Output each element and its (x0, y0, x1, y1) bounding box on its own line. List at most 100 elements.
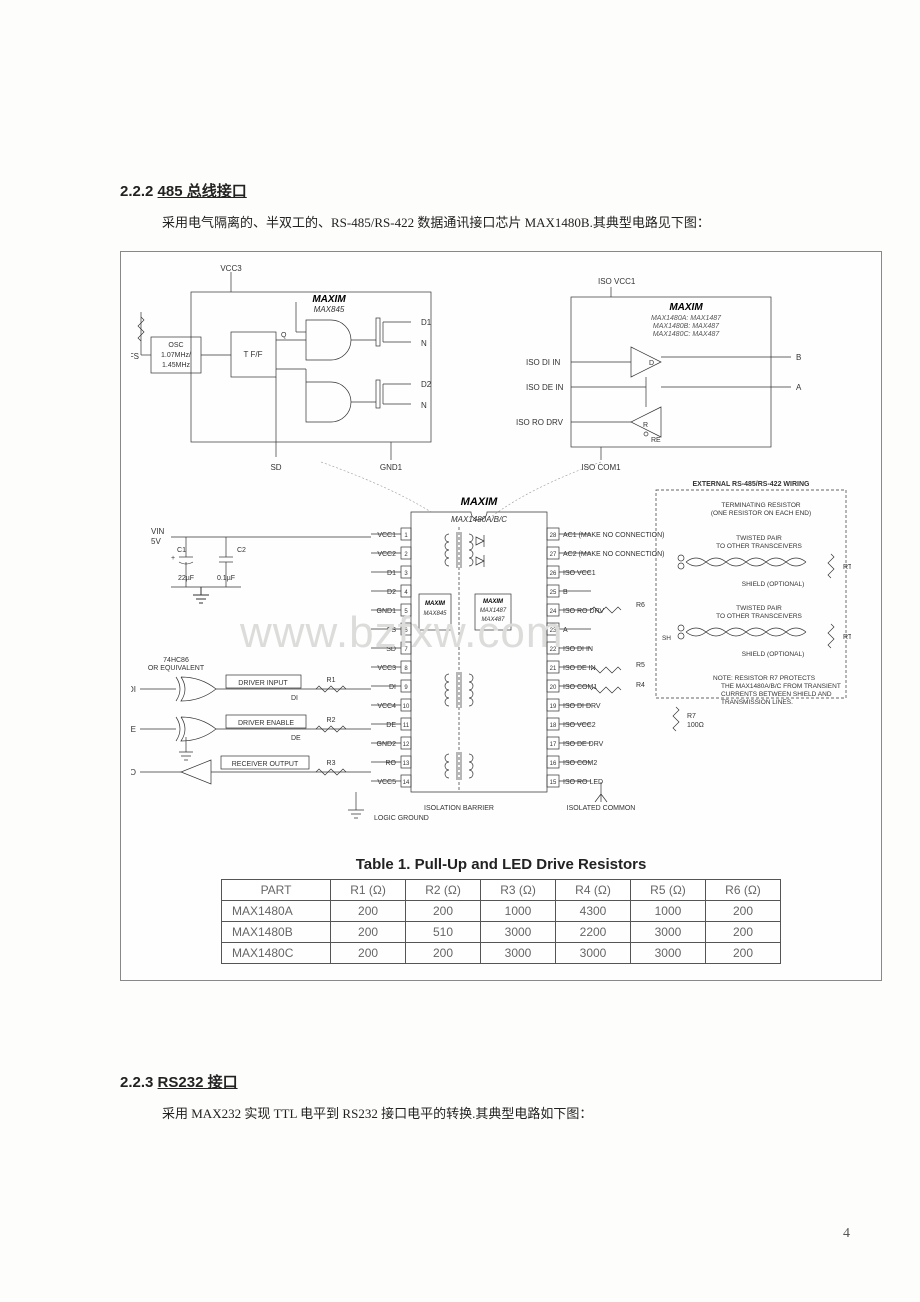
svg-text:R5: R5 (636, 662, 645, 669)
svg-text:74HC86: 74HC86 (163, 657, 189, 664)
svg-text:TERMINATING RESISTOR: TERMINATING RESISTOR (721, 502, 801, 509)
svg-text:VCC3: VCC3 (220, 264, 242, 273)
svg-text:ISO COM1: ISO COM1 (581, 463, 621, 472)
svg-text:ISO DE IN: ISO DE IN (526, 383, 564, 392)
table-row: MAX1480B200510300022003000200 (222, 921, 781, 942)
svg-text:C1: C1 (177, 547, 186, 554)
svg-text:NOTE: RESISTOR R7 PROTECTS: NOTE: RESISTOR R7 PROTECTS (713, 675, 816, 682)
table-cell: 200 (331, 900, 406, 921)
svg-text:4: 4 (404, 590, 408, 596)
svg-text:FS: FS (387, 627, 396, 634)
svg-text:R2: R2 (327, 717, 336, 724)
svg-text:B: B (796, 353, 801, 362)
svg-text:SHIELD (OPTIONAL): SHIELD (OPTIONAL) (742, 651, 804, 658)
svg-text:B: B (563, 589, 568, 596)
svg-text:GND2: GND2 (377, 741, 397, 748)
svg-text:SH: SH (662, 635, 671, 642)
svg-text:RO: RO (131, 768, 136, 777)
svg-text:DI: DI (291, 695, 298, 702)
table-cell: 3000 (556, 942, 631, 963)
svg-text:ISO COM1: ISO COM1 (563, 684, 597, 691)
svg-text:D2: D2 (387, 589, 396, 596)
table-cell: MAX1480C (222, 942, 331, 963)
svg-text:MAX487: MAX487 (481, 617, 505, 623)
svg-text:16: 16 (550, 761, 557, 767)
section-paragraph-rs232: 采用 MAX232 实现 TTL 电平到 RS232 接口电平的转换.其典型电路… (162, 1104, 860, 1124)
schematic: OSC 1.07MHz/ 1.45MHz FS T F/F (131, 262, 851, 842)
svg-text:GND1: GND1 (380, 463, 403, 472)
svg-text:ISO DE IN: ISO DE IN (563, 665, 596, 672)
svg-text:R1: R1 (327, 677, 336, 684)
table-cell: 1000 (630, 900, 705, 921)
svg-text:TWISTED PAIR: TWISTED PAIR (736, 605, 782, 612)
svg-text:MAXIM: MAXIM (461, 496, 499, 508)
svg-text:MAXIM: MAXIM (483, 599, 504, 605)
table-header: R6 (Ω) (705, 879, 780, 900)
svg-text:28: 28 (550, 533, 557, 539)
svg-text:14: 14 (403, 780, 410, 786)
svg-text:23: 23 (550, 628, 557, 634)
svg-text:RO: RO (386, 760, 397, 767)
svg-text:ISO COM2: ISO COM2 (563, 760, 597, 767)
svg-text:AC2 (MAKE NO CONNECTION): AC2 (MAKE NO CONNECTION) (563, 551, 665, 558)
svg-text:D2: D2 (421, 380, 432, 389)
svg-text:(ONE RESISTOR ON EACH END): (ONE RESISTOR ON EACH END) (711, 510, 811, 517)
svg-text:1.07MHz/: 1.07MHz/ (161, 352, 191, 359)
table-cell: 200 (406, 900, 481, 921)
svg-text:DRIVER ENABLE: DRIVER ENABLE (238, 720, 294, 727)
section-title-2: RS232 接口 (158, 1074, 238, 1091)
svg-text:R7: R7 (687, 713, 696, 720)
svg-text:TWISTED PAIR: TWISTED PAIR (736, 535, 782, 542)
svg-text:ISO DI DRV: ISO DI DRV (563, 703, 601, 710)
svg-text:27: 27 (550, 552, 557, 558)
svg-text:ISO VCC2: ISO VCC2 (563, 722, 596, 729)
table-header: R4 (Ω) (556, 879, 631, 900)
svg-text:OR EQUIVALENT: OR EQUIVALENT (148, 665, 205, 672)
svg-text:19: 19 (550, 704, 557, 710)
table-cell: 200 (331, 942, 406, 963)
table-cell: MAX1480A (222, 900, 331, 921)
svg-text:ISO VCC1: ISO VCC1 (563, 570, 596, 577)
svg-text:MAX1487: MAX1487 (480, 608, 507, 614)
table-cell: 2200 (556, 921, 631, 942)
svg-text:EXTERNAL RS-485/RS-422 WIRING: EXTERNAL RS-485/RS-422 WIRING (693, 481, 811, 488)
table-cell: 4300 (556, 900, 631, 921)
svg-text:MAXIM: MAXIM (425, 601, 446, 607)
table-cell: 200 (331, 921, 406, 942)
svg-text:13: 13 (403, 761, 410, 767)
svg-text:SHIELD (OPTIONAL): SHIELD (OPTIONAL) (742, 581, 804, 588)
table-cell: 3000 (630, 921, 705, 942)
table-cell: 200 (705, 921, 780, 942)
svg-text:100Ω: 100Ω (687, 722, 704, 729)
svg-text:ISOLATION BARRIER: ISOLATION BARRIER (424, 805, 494, 812)
svg-text:Q: Q (281, 332, 287, 339)
svg-text:MAX1480C: MAX487: MAX1480C: MAX487 (653, 331, 721, 338)
svg-text:N: N (421, 401, 427, 410)
svg-text:RT: RT (843, 634, 851, 641)
svg-text:8: 8 (404, 666, 408, 672)
svg-text:MAX1480B: MAX487: MAX1480B: MAX487 (653, 323, 720, 330)
svg-text:18: 18 (550, 723, 557, 729)
svg-text:11: 11 (403, 723, 410, 729)
svg-text:T F/F: T F/F (244, 350, 263, 359)
svg-text:RE: RE (651, 437, 661, 444)
svg-text:TO OTHER TRANSCEIVERS: TO OTHER TRANSCEIVERS (716, 613, 802, 620)
svg-text:A: A (796, 383, 802, 392)
table-header: PART (222, 879, 331, 900)
table-cell: 1000 (481, 900, 556, 921)
svg-text:VCC5: VCC5 (377, 779, 396, 786)
svg-text:22: 22 (550, 647, 557, 653)
svg-text:21: 21 (550, 666, 557, 672)
table-row: MAX1480A200200100043001000200 (222, 900, 781, 921)
svg-text:+: + (171, 555, 175, 562)
svg-text:R: R (643, 422, 648, 429)
table-title: Table 1. Pull-Up and LED Drive Resistors (131, 856, 871, 873)
svg-text:ISO VCC1: ISO VCC1 (598, 277, 636, 286)
table-cell: 3000 (481, 921, 556, 942)
svg-text:ISO DE DRV: ISO DE DRV (563, 741, 604, 748)
svg-text:A: A (563, 627, 568, 634)
svg-text:6: 6 (404, 628, 408, 634)
section-heading-rs232: 2.2.3 RS232 接口 (120, 1071, 860, 1092)
table-header: R3 (Ω) (481, 879, 556, 900)
svg-text:VIN: VIN (151, 527, 165, 536)
